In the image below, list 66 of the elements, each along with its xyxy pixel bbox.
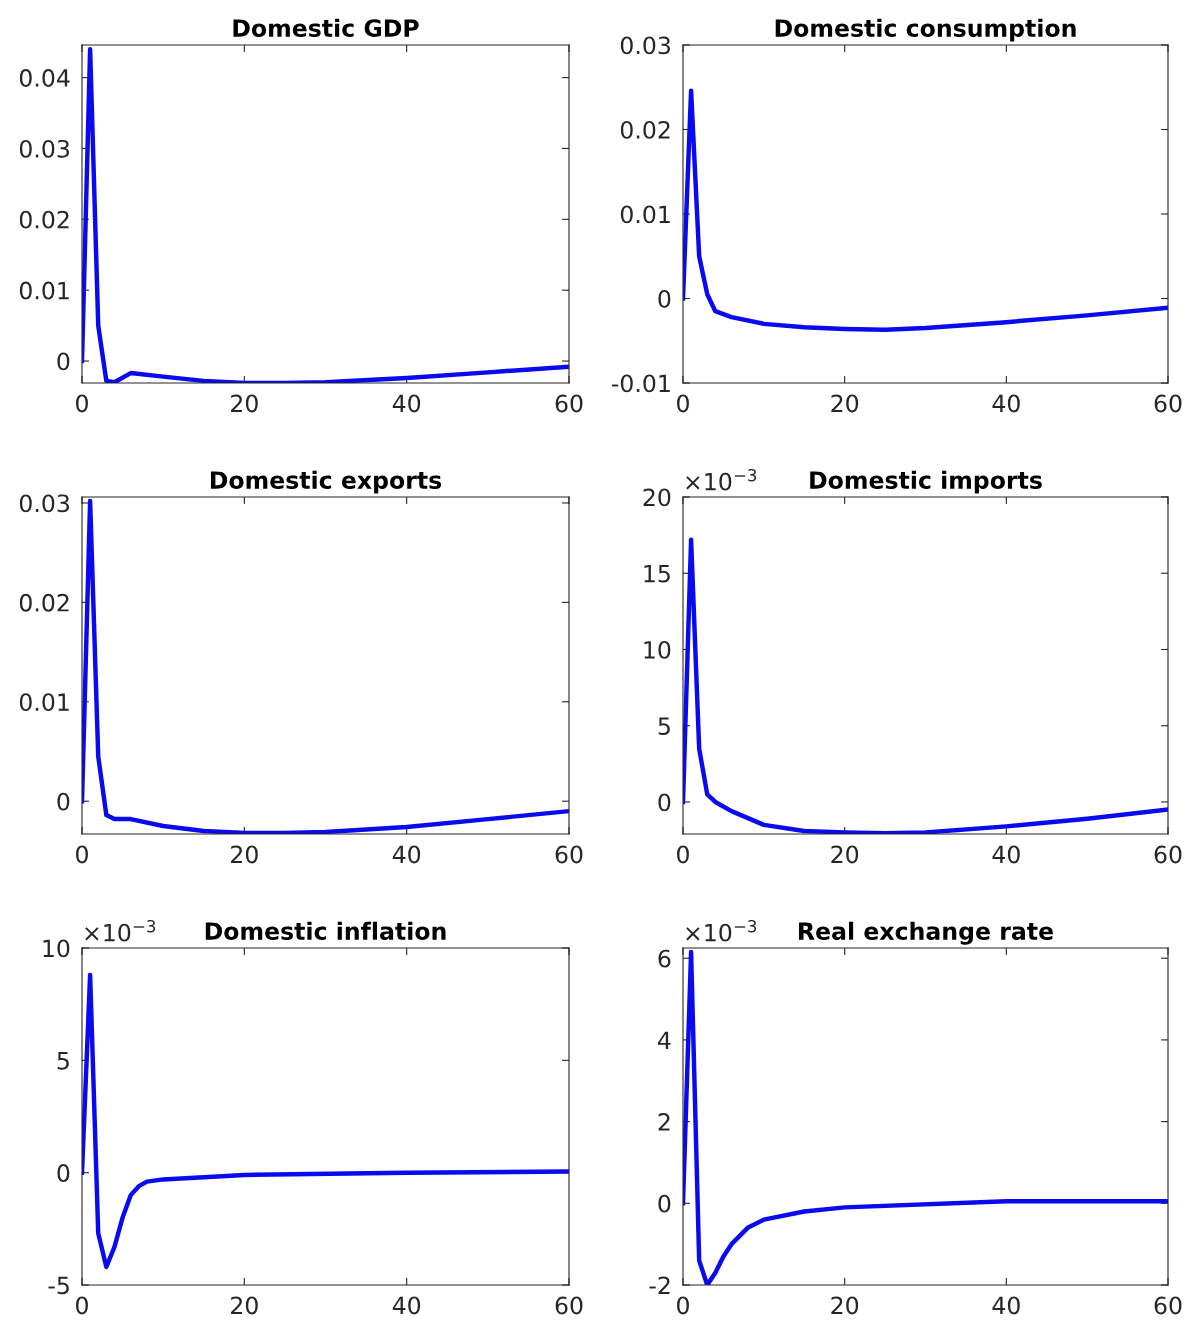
y-tick-label: -2	[649, 1276, 670, 1294]
x-tick-label: 0	[76, 1296, 88, 1315]
x-tick-label: 0	[76, 394, 88, 413]
x-tick-label: 60	[1154, 394, 1182, 413]
y-tick-label: 0.01	[620, 205, 670, 224]
y-tick-label: -0.01	[611, 374, 670, 393]
x-tick-label: 60	[1154, 845, 1182, 864]
x-tick-label: 40	[992, 845, 1020, 864]
x-tick-label: 60	[1154, 1296, 1182, 1315]
y-tick-label: 0	[57, 792, 70, 811]
y-tick-label: 0	[658, 289, 671, 308]
x-tick-label: 0	[677, 845, 689, 864]
line-series	[82, 972, 569, 1270]
y-tick-label: 0.02	[19, 210, 69, 229]
y-tick-label: 15	[644, 565, 670, 583]
chart-title: Domestic exports	[210, 470, 442, 494]
chart-title: Domestic inflation	[205, 921, 446, 940]
x-tick-label: 60	[555, 1296, 583, 1315]
x-tick-label: 20	[831, 1296, 859, 1315]
y-tick-label: 6	[658, 949, 671, 968]
y-tick-label: -5	[48, 1276, 69, 1295]
x-tick-label: 20	[231, 845, 258, 864]
x-tick-label: 40	[992, 394, 1020, 413]
y-tick-label: 0	[57, 1164, 70, 1182]
x-tick-label: 0	[76, 845, 88, 864]
x-tick-label: 40	[992, 1296, 1020, 1315]
x-tick-label: 20	[231, 394, 258, 413]
y-tick-label: 0.03	[19, 494, 69, 513]
y-tick-label: 5	[658, 717, 670, 736]
text: ×10$^{−3}$	[85, 919, 156, 942]
x-tick-label: 20	[831, 845, 859, 864]
y-tick-label: 0.01	[19, 281, 69, 300]
chart-title: Domestic consumption	[775, 18, 1076, 42]
y-tick-label: 10	[644, 640, 671, 659]
x-tick-label: 20	[231, 1296, 258, 1315]
y-tick-label: 0.01	[19, 693, 69, 712]
line-series	[82, 47, 569, 383]
x-tick-label: 40	[392, 394, 421, 413]
y-tick-label: 0	[658, 793, 671, 812]
line-series	[683, 949, 1168, 1285]
y-tick-label: 10	[43, 939, 70, 958]
y-tick-label: 4	[658, 1031, 671, 1049]
y-tick-label: 20	[643, 488, 671, 507]
x-tick-label: 0	[677, 394, 689, 413]
chart-title: Domestic imports	[810, 470, 1042, 494]
y-tick-label: 0.02	[19, 593, 69, 612]
text: ×10$^{−3}$	[686, 468, 757, 491]
y-tick-label: 2	[658, 1113, 670, 1131]
x-tick-label: 60	[555, 845, 583, 864]
line-series	[683, 88, 1168, 332]
y-tick-label: 0	[57, 352, 70, 371]
line-series	[82, 498, 569, 834]
y-tick-label: 0	[658, 1194, 671, 1213]
y-tick-label: 0.03	[620, 36, 670, 55]
x-tick-label: 40	[392, 1296, 421, 1315]
y-tick-label: 0.02	[620, 120, 670, 139]
x-tick-label: 40	[392, 845, 421, 864]
y-tick-label: 0.03	[19, 139, 69, 158]
x-tick-label: 60	[555, 394, 583, 413]
x-tick-label: 0	[677, 1296, 689, 1315]
chart-title: Domestic GDP	[233, 18, 419, 37]
chart-title: Real exchange rate	[799, 921, 1053, 945]
text: ×10$^{−3}$	[686, 919, 757, 942]
y-tick-label: 5	[57, 1052, 69, 1070]
y-tick-label: 0.04	[19, 69, 70, 87]
x-tick-label: 20	[831, 394, 859, 413]
